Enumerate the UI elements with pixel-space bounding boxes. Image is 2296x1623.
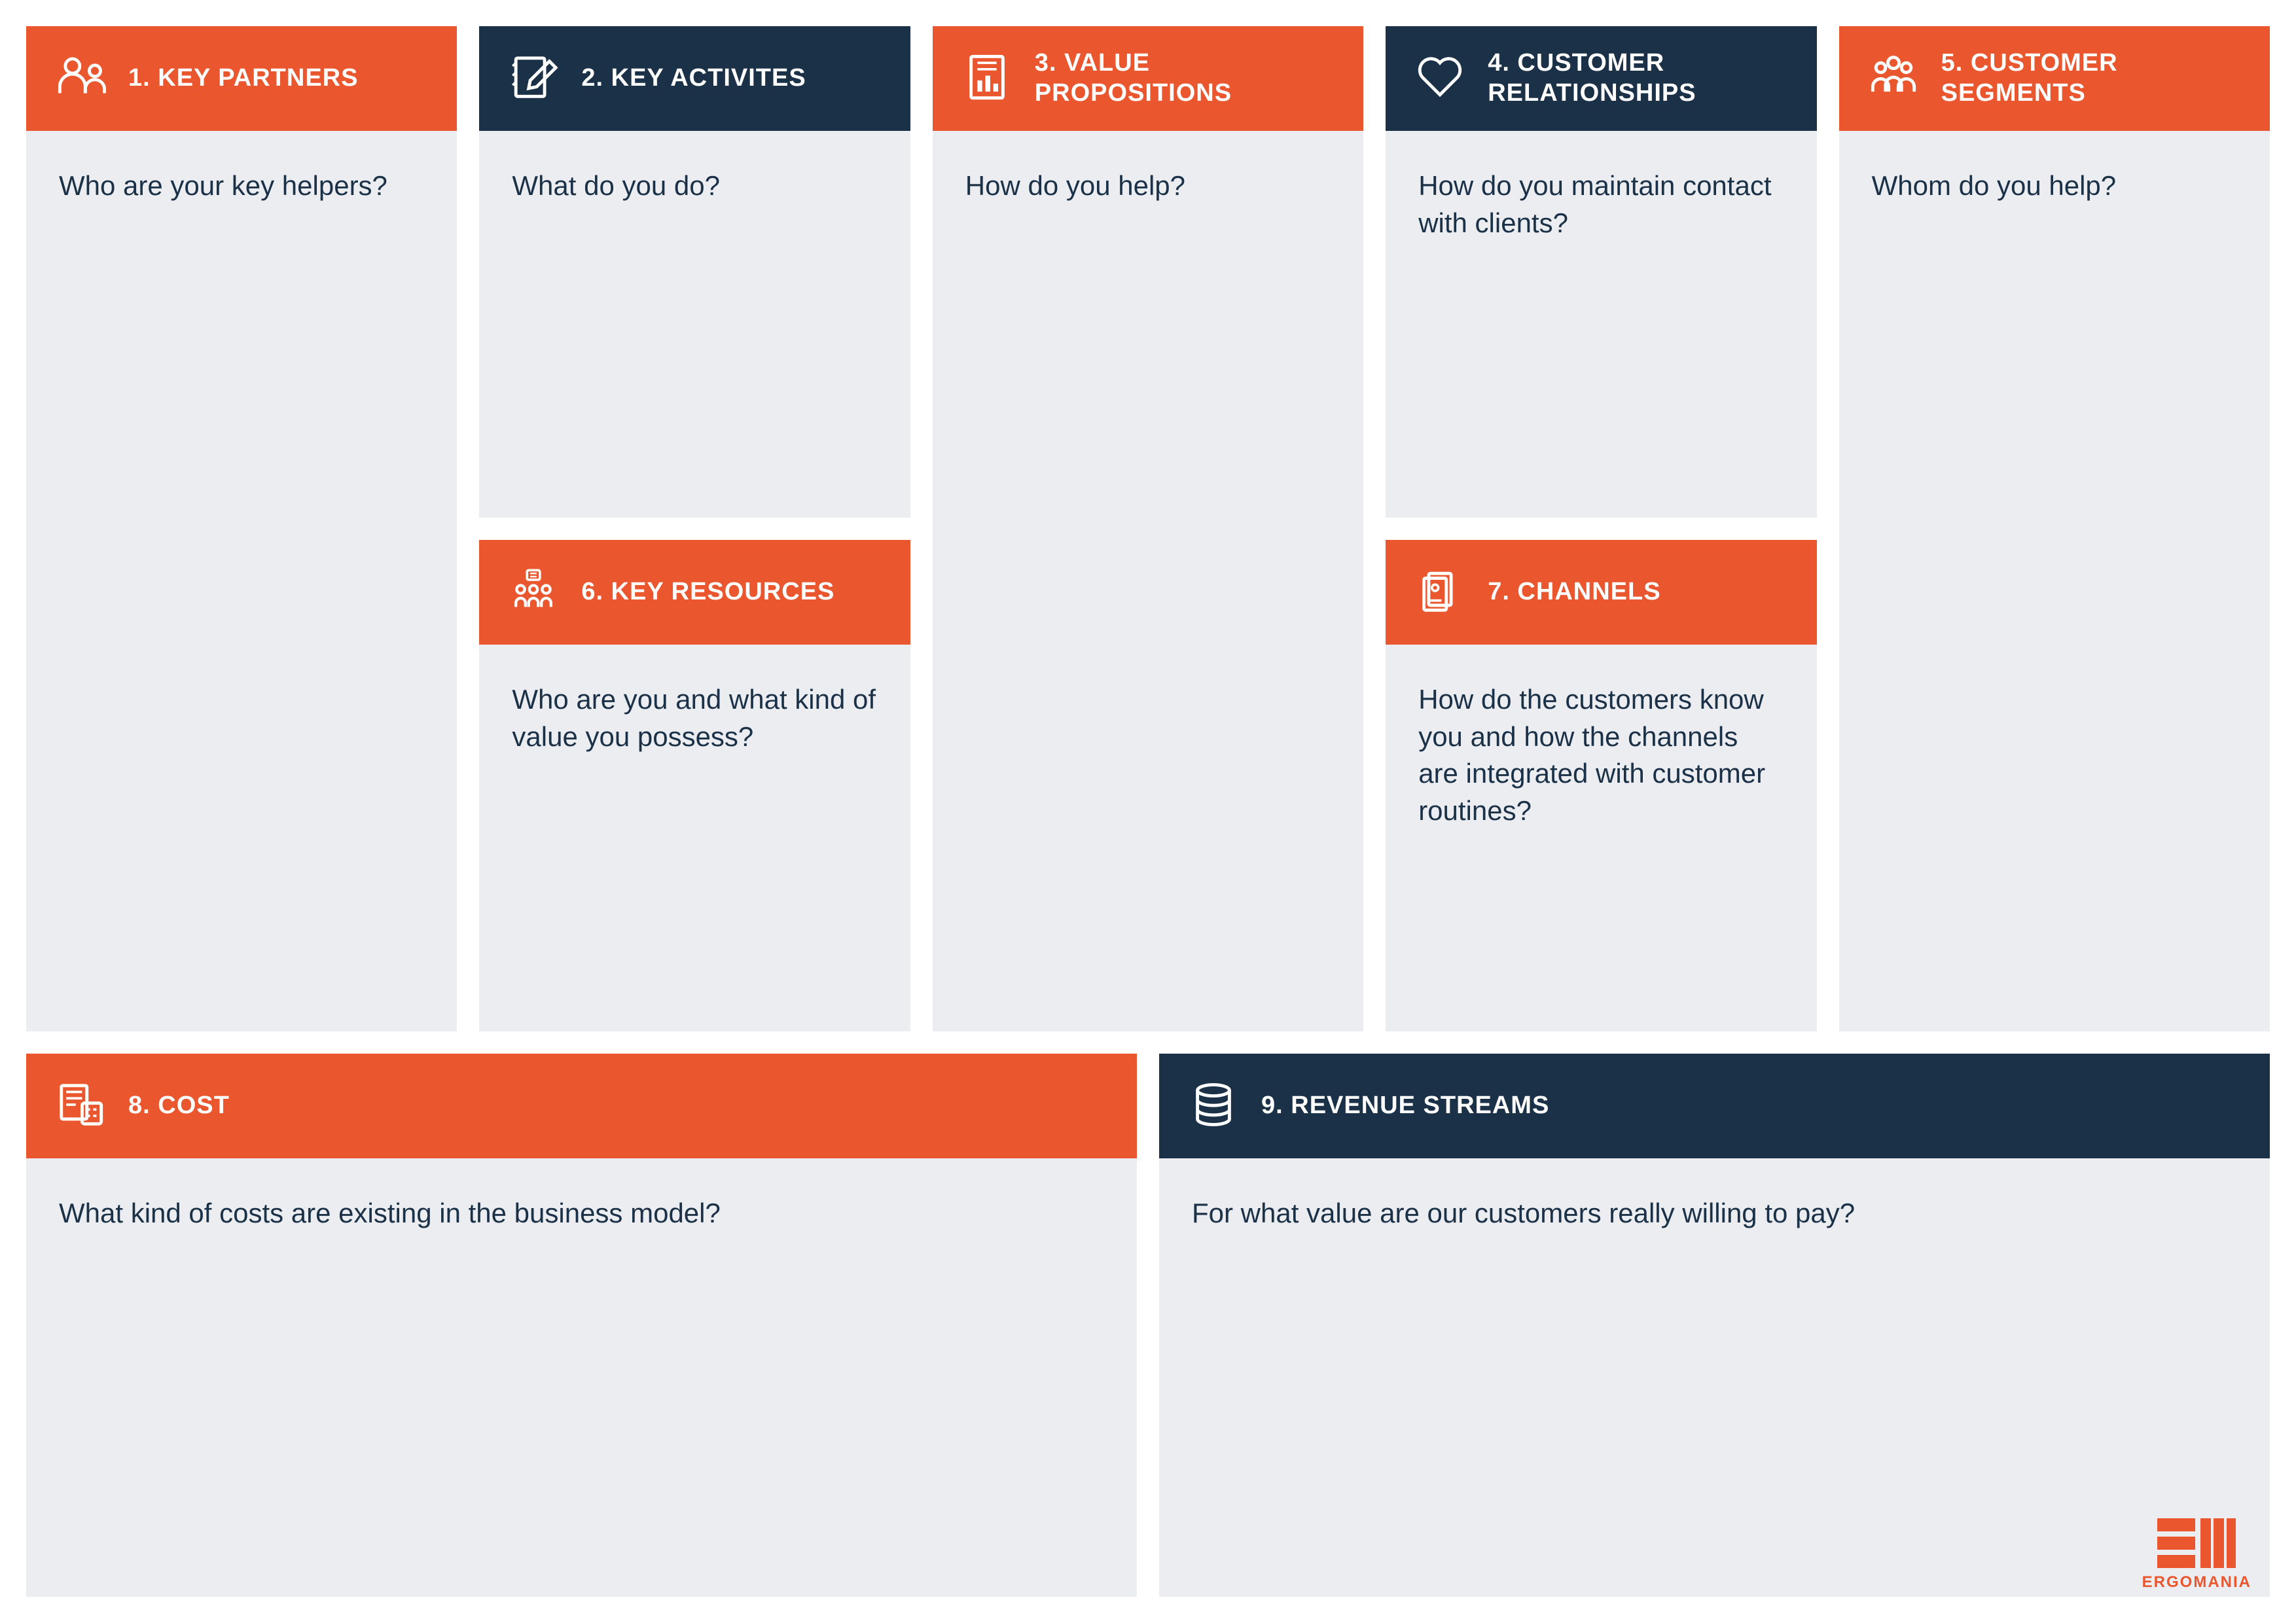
block-cost: 8. COST What kind of costs are existing … [26,1054,1137,1597]
title-customer-segments: 5. CUSTOMER SEGMENTS [1941,48,2241,108]
prompt-key-resources: Who are you and what kind of value you p… [512,681,877,755]
body-cost: What kind of costs are existing in the b… [26,1158,1137,1597]
title-channels: 7. CHANNELS [1488,577,1660,607]
header-revenue-streams: 9. REVENUE STREAMS [1159,1054,2270,1158]
brand-logo: ERGOMANIA [2142,1518,2251,1592]
col-3: 3. VALUE PROPOSITIONS How do you help? [933,26,1363,1031]
header-cost: 8. COST [26,1054,1137,1158]
header-value-propositions: 3. VALUE PROPOSITIONS [933,26,1363,131]
header-key-partners: 1. KEY PARTNERS [26,26,457,131]
block-key-activities: 2. KEY ACTIVITES What do you do? [479,26,910,518]
title-key-activities: 2. KEY ACTIVITES [581,63,806,94]
prompt-key-activities: What do you do? [512,168,877,205]
title-key-partners: 1. KEY PARTNERS [128,63,358,94]
col-1: 1. KEY PARTNERS Who are your key helpers… [26,26,457,1031]
title-customer-relationships: 4. CUSTOMER RELATIONSHIPS [1488,48,1787,108]
col-4: 4. CUSTOMER RELATIONSHIPS How do you mai… [1386,26,1816,1031]
heart-icon [1414,52,1465,106]
col-5: 5. CUSTOMER SEGMENTS Whom do you help? [1839,26,2270,1031]
body-key-activities: What do you do? [479,131,910,518]
header-key-resources: 6. KEY RESOURCES [479,540,910,645]
body-customer-relationships: How do you maintain contact with clients… [1386,131,1816,518]
value-icon [961,52,1013,106]
block-key-partners: 1. KEY PARTNERS Who are your key helpers… [26,26,457,1031]
prompt-customer-relationships: How do you maintain contact with clients… [1418,168,1784,241]
prompt-value-propositions: How do you help? [965,168,1331,205]
business-model-canvas: 1. KEY PARTNERS Who are your key helpers… [26,26,2270,1597]
partners-icon [55,52,106,106]
channels-icon [1414,565,1465,620]
top-row: 1. KEY PARTNERS Who are your key helpers… [26,26,2270,1031]
body-channels: How do the customers know you and how th… [1386,645,1816,1031]
body-revenue-streams: For what value are our customers really … [1159,1158,2270,1597]
title-cost: 8. COST [128,1091,230,1121]
body-value-propositions: How do you help? [933,131,1363,1031]
prompt-customer-segments: Whom do you help? [1872,168,2237,205]
title-revenue-streams: 9. REVENUE STREAMS [1261,1091,1549,1121]
block-key-resources: 6. KEY RESOURCES Who are you and what ki… [479,540,910,1031]
prompt-revenue-streams: For what value are our customers really … [1192,1195,2237,1232]
block-revenue-streams: 9. REVENUE STREAMS For what value are ou… [1159,1054,2270,1597]
title-key-resources: 6. KEY RESOURCES [581,577,834,607]
block-customer-segments: 5. CUSTOMER SEGMENTS Whom do you help? [1839,26,2270,1031]
brand-logo-label: ERGOMANIA [2142,1573,2251,1592]
header-channels: 7. CHANNELS [1386,540,1816,645]
block-value-propositions: 3. VALUE PROPOSITIONS How do you help? [933,26,1363,1031]
revenue-icon [1188,1079,1239,1133]
body-customer-segments: Whom do you help? [1839,131,2270,1031]
col-2: 2. KEY ACTIVITES What do you do? 6. KEY … [479,26,910,1031]
prompt-cost: What kind of costs are existing in the b… [59,1195,1104,1232]
prompt-channels: How do the customers know you and how th… [1418,681,1784,830]
block-customer-relationships: 4. CUSTOMER RELATIONSHIPS How do you mai… [1386,26,1816,518]
body-key-resources: Who are you and what kind of value you p… [479,645,910,1031]
body-key-partners: Who are your key helpers? [26,131,457,1031]
title-value-propositions: 3. VALUE PROPOSITIONS [1035,48,1335,108]
block-channels: 7. CHANNELS How do the customers know yo… [1386,540,1816,1031]
header-customer-segments: 5. CUSTOMER SEGMENTS [1839,26,2270,131]
header-key-activities: 2. KEY ACTIVITES [479,26,910,131]
prompt-key-partners: Who are your key helpers? [59,168,424,205]
resources-icon [508,565,559,620]
ergomania-logo-icon [2157,1518,2236,1568]
activities-icon [508,52,559,106]
header-customer-relationships: 4. CUSTOMER RELATIONSHIPS [1386,26,1816,131]
segments-icon [1868,52,1919,106]
cost-icon [55,1079,106,1133]
bottom-row: 8. COST What kind of costs are existing … [26,1054,2270,1597]
